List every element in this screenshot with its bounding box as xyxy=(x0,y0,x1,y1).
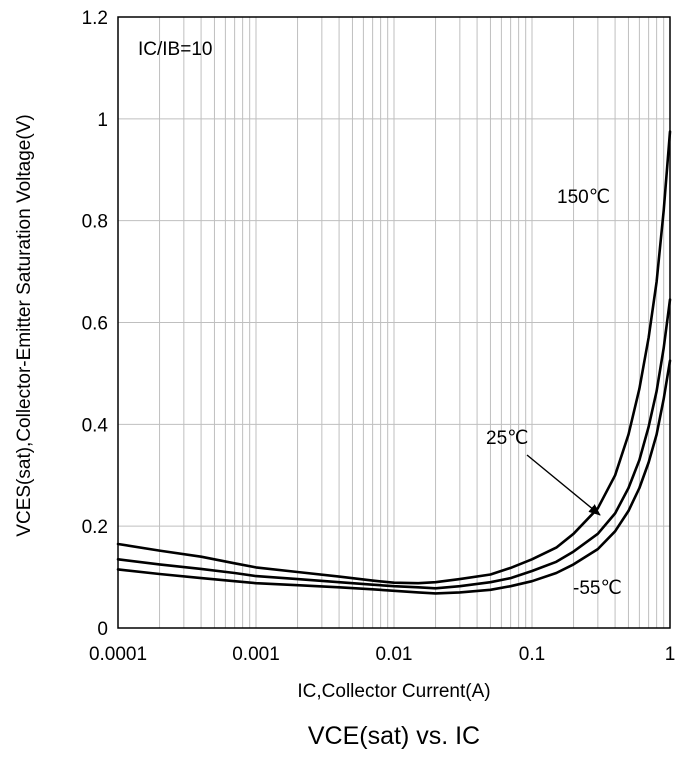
plot-frame xyxy=(117,16,671,629)
y-tick-label: 0.2 xyxy=(82,517,108,538)
series-line xyxy=(116,359,672,595)
y-tick-label: 1.2 xyxy=(82,8,108,29)
series-line xyxy=(116,298,672,590)
series-annotation: 25℃ xyxy=(486,428,528,449)
y-axis-label: VCES(sat),Collector-Emitter Saturation V… xyxy=(14,114,35,536)
y-tick-label: 1 xyxy=(97,110,108,131)
condition-label: IC/IB=10 xyxy=(138,39,212,60)
annotation-arrow xyxy=(526,454,601,516)
x-tick-label: 1 xyxy=(665,644,676,665)
series-group xyxy=(116,130,672,595)
y-tick-label: 0.4 xyxy=(82,415,109,436)
x-tick-label: 0.001 xyxy=(232,644,280,665)
y-tick-labels: 0 0.2 0.4 0.6 0.8 1 1.2 xyxy=(82,8,109,640)
x-tick-labels: 0.0001 0.001 0.01 0.1 1 xyxy=(89,644,675,665)
y-tick-label: 0.8 xyxy=(82,212,108,233)
series-annotation: -55℃ xyxy=(573,578,622,599)
y-tick-label: 0 xyxy=(97,619,108,640)
y-tick-label: 0.6 xyxy=(82,314,108,335)
x-tick-label: 0.01 xyxy=(376,644,413,665)
chart-title: VCE(sat) vs. IC xyxy=(308,722,480,750)
x-tick-label: 0.1 xyxy=(519,644,545,665)
grid xyxy=(118,17,670,628)
series-line xyxy=(116,130,672,585)
series-annotation: 150℃ xyxy=(557,187,610,208)
series-annotations: 150℃ 25℃ -55℃ xyxy=(486,187,622,599)
x-tick-label: 0.0001 xyxy=(89,644,147,665)
x-axis-label: IC,Collector Current(A) xyxy=(297,681,490,702)
